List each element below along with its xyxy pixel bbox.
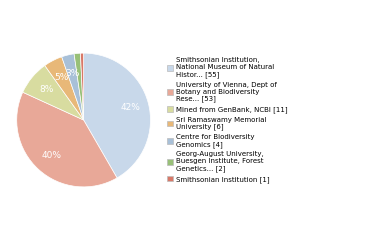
Text: 8%: 8% (39, 85, 54, 94)
Text: 42%: 42% (120, 103, 140, 112)
Wedge shape (23, 66, 84, 120)
Legend: Smithsonian Institution,
National Museum of Natural
Histor... [55], University o: Smithsonian Institution, National Museum… (167, 57, 288, 183)
Text: 5%: 5% (54, 73, 69, 82)
Text: 3%: 3% (65, 69, 79, 78)
Wedge shape (74, 53, 84, 120)
Wedge shape (45, 57, 84, 120)
Wedge shape (84, 53, 150, 178)
Wedge shape (17, 92, 117, 187)
Wedge shape (62, 54, 84, 120)
Text: 40%: 40% (41, 151, 61, 160)
Wedge shape (81, 53, 84, 120)
